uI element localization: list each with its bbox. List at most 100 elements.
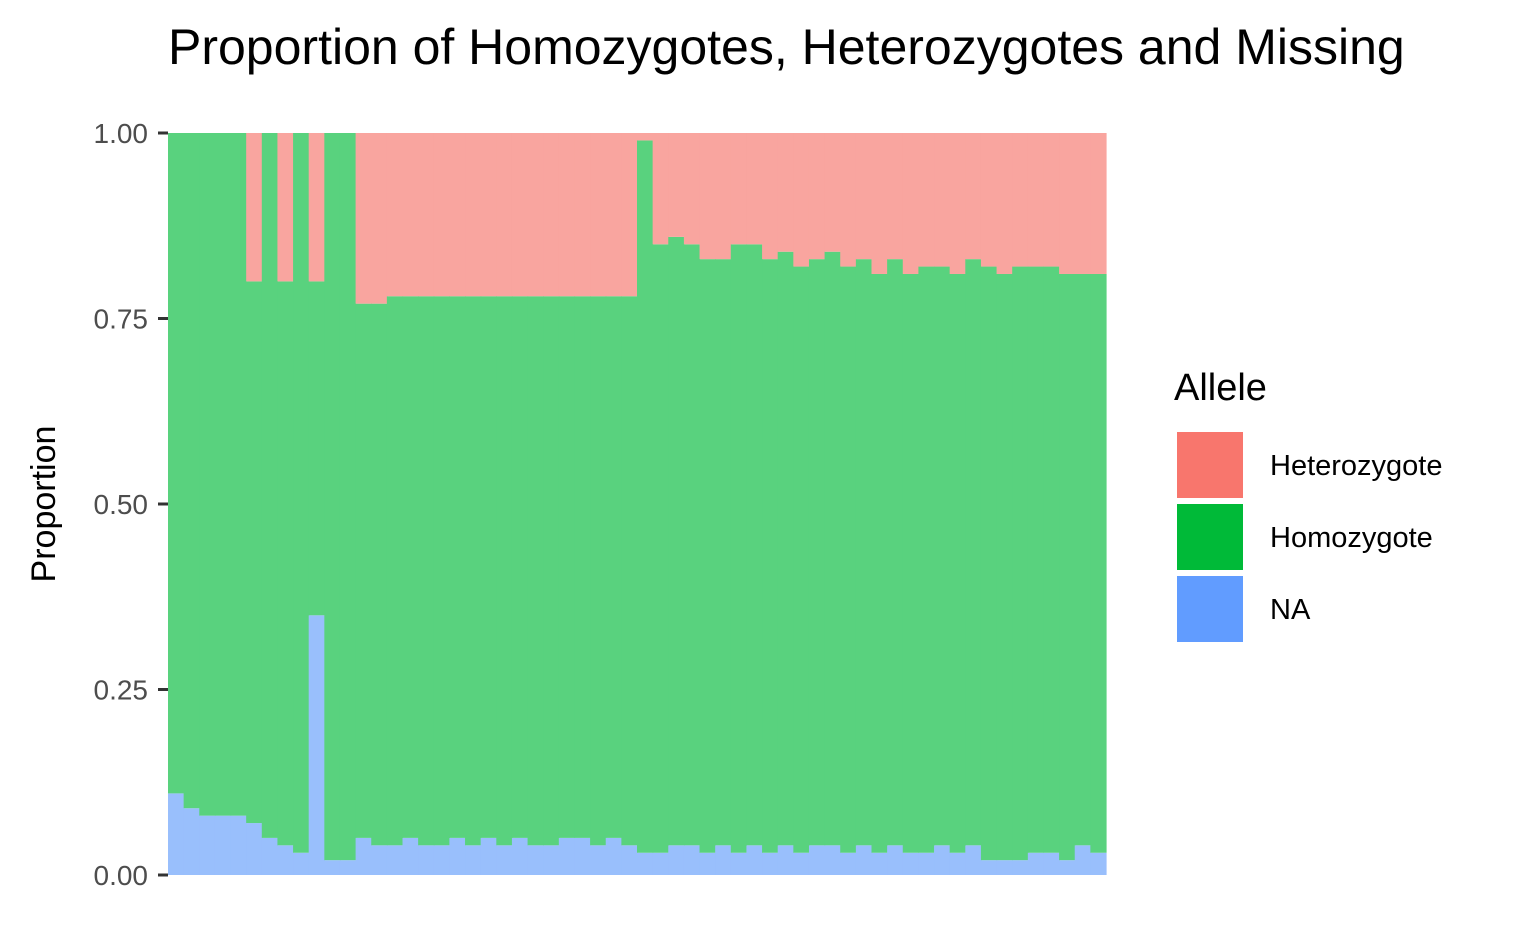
bar-na-5 xyxy=(230,815,247,875)
bar-homozygote-58 xyxy=(1059,273,1076,861)
bar-heterozygote-20 xyxy=(465,133,482,297)
bar-na-57 xyxy=(1043,852,1060,875)
bar-heterozygote-25 xyxy=(543,133,560,297)
chart-title: Proportion of Homozygotes, Heterozygotes… xyxy=(168,19,1405,75)
bar-heterozygote-32 xyxy=(652,133,669,245)
bar-homozygote-42 xyxy=(808,259,826,846)
y-axis: 0.00 0.25 0.50 0.75 1.00 xyxy=(94,118,168,891)
bar-homozygote-5 xyxy=(230,133,247,816)
bar-homozygote-44 xyxy=(840,266,857,853)
bar-homozygote-11 xyxy=(324,133,341,861)
bar-na-54 xyxy=(996,860,1013,875)
bar-heterozygote-34 xyxy=(683,133,701,245)
bar-homozygote-52 xyxy=(965,259,982,846)
bar-homozygote-38 xyxy=(746,244,763,846)
bar-heterozygote-31 xyxy=(637,133,654,141)
bar-homozygote-14 xyxy=(371,303,388,846)
bar-heterozygote-38 xyxy=(746,133,763,245)
bar-na-1 xyxy=(168,793,185,875)
bar-heterozygote-26 xyxy=(558,133,576,297)
bar-na-26 xyxy=(558,837,576,875)
bar-na-19 xyxy=(449,837,466,875)
bar-homozygote-6 xyxy=(246,281,263,824)
bar-na-34 xyxy=(683,845,701,875)
bar-homozygote-55 xyxy=(1012,266,1029,861)
bar-na-21 xyxy=(480,837,497,875)
bar-heterozygote-17 xyxy=(418,133,435,297)
bar-homozygote-48 xyxy=(902,273,919,853)
bar-na-23 xyxy=(511,837,529,875)
bar-homozygote-54 xyxy=(996,273,1013,861)
bar-na-12 xyxy=(339,860,357,875)
bar-homozygote-29 xyxy=(605,296,622,838)
bar-na-13 xyxy=(355,837,372,875)
bar-na-55 xyxy=(1012,860,1029,875)
bar-heterozygote-8 xyxy=(277,133,294,282)
bar-homozygote-25 xyxy=(543,296,560,846)
legend-label-heterozygote: Heterozygote xyxy=(1270,450,1443,482)
bar-heterozygote-60 xyxy=(1090,133,1107,274)
bar-homozygote-40 xyxy=(777,251,794,846)
bar-na-9 xyxy=(293,852,310,875)
bar-homozygote-16 xyxy=(402,296,419,838)
bar-homozygote-7 xyxy=(261,133,279,838)
bar-homozygote-43 xyxy=(824,251,841,846)
bar-na-52 xyxy=(965,845,982,875)
bar-heterozygote-57 xyxy=(1043,133,1060,267)
bar-na-31 xyxy=(637,852,654,875)
bar-na-16 xyxy=(402,837,419,875)
bar-heterozygote-19 xyxy=(449,133,466,297)
bar-heterozygote-40 xyxy=(777,133,794,252)
bar-homozygote-47 xyxy=(887,259,904,846)
bar-heterozygote-16 xyxy=(402,133,419,297)
bar-na-29 xyxy=(605,837,622,875)
bar-heterozygote-10 xyxy=(308,133,325,282)
bar-homozygote-57 xyxy=(1043,266,1060,853)
bar-na-60 xyxy=(1090,852,1107,875)
legend-key-na xyxy=(1175,574,1245,644)
bar-homozygote-15 xyxy=(386,296,404,846)
bar-heterozygote-21 xyxy=(480,133,497,297)
bar-heterozygote-13 xyxy=(355,133,372,304)
bar-na-59 xyxy=(1074,845,1091,875)
bar-homozygote-34 xyxy=(683,244,701,846)
bar-homozygote-2 xyxy=(183,133,200,809)
bar-heterozygote-28 xyxy=(590,133,607,297)
bar-na-41 xyxy=(793,852,810,875)
bar-heterozygote-55 xyxy=(1012,133,1029,267)
bar-heterozygote-33 xyxy=(668,133,685,237)
bar-heterozygote-35 xyxy=(699,133,716,260)
bar-heterozygote-37 xyxy=(730,133,748,245)
y-tick-label-3: 0.75 xyxy=(94,304,149,335)
bar-na-7 xyxy=(261,837,279,875)
bar-na-14 xyxy=(371,845,388,875)
bar-na-50 xyxy=(934,845,951,875)
bar-heterozygote-53 xyxy=(980,133,998,267)
bar-heterozygote-27 xyxy=(574,133,591,297)
bar-na-56 xyxy=(1027,852,1045,875)
bar-heterozygote-49 xyxy=(918,133,935,267)
bar-heterozygote-42 xyxy=(808,133,826,260)
bar-heterozygote-41 xyxy=(793,133,810,267)
bar-na-10 xyxy=(308,615,325,875)
bar-homozygote-26 xyxy=(558,296,576,838)
legend-key-heterozygote xyxy=(1175,430,1245,500)
legend-label-homozygote: Homozygote xyxy=(1270,522,1433,554)
bar-na-39 xyxy=(762,852,779,875)
bar-homozygote-39 xyxy=(762,259,779,853)
bar-heterozygote-18 xyxy=(433,133,450,297)
bar-homozygote-23 xyxy=(511,296,529,838)
bar-homozygote-12 xyxy=(339,133,357,861)
bar-homozygote-49 xyxy=(918,266,935,853)
bar-homozygote-31 xyxy=(637,140,654,853)
bar-homozygote-13 xyxy=(355,303,372,838)
bar-na-22 xyxy=(496,845,513,875)
bar-na-4 xyxy=(214,815,232,875)
bar-na-15 xyxy=(386,845,404,875)
bar-heterozygote-15 xyxy=(386,133,404,297)
bar-heterozygote-23 xyxy=(511,133,529,297)
bar-homozygote-32 xyxy=(652,244,669,853)
bar-heterozygote-46 xyxy=(871,133,888,274)
bar-na-2 xyxy=(183,808,200,875)
